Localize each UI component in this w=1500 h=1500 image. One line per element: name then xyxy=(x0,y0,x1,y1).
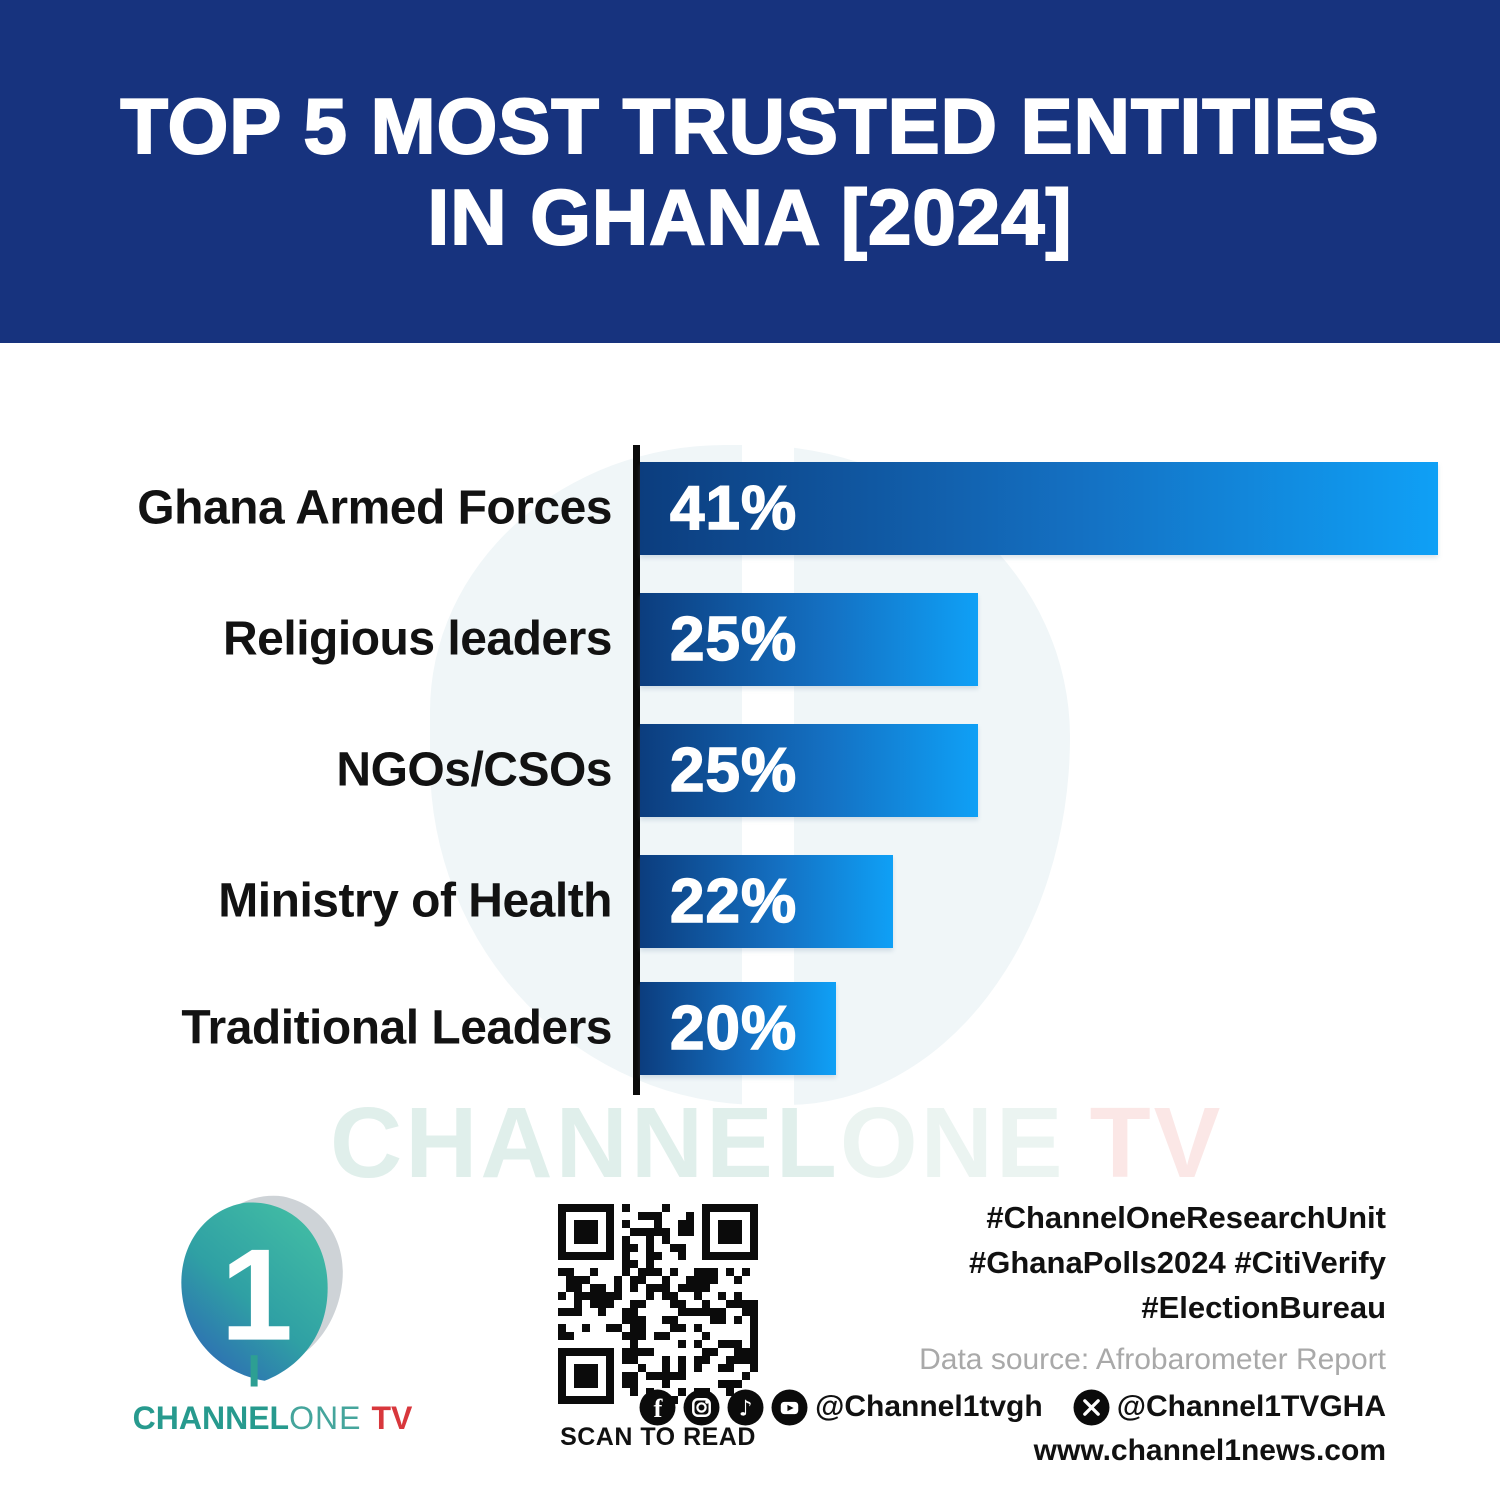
watermark-one: ONE xyxy=(839,1087,1066,1199)
channel-watermark-text: CHANNELONE TV xyxy=(330,1086,1223,1201)
page-title: TOP 5 MOST TRUSTED ENTITIES IN GHANA [20… xyxy=(119,81,1380,262)
footer-right-block: #ChannelOneResearchUnit #GhanaPolls2024 … xyxy=(639,1196,1386,1468)
bar: 25% xyxy=(640,724,978,817)
bar: 20% xyxy=(640,982,836,1075)
bar-value-label: 22% xyxy=(669,866,798,937)
bar-value-label: 25% xyxy=(669,604,798,675)
social-row: f ♪ @Channel1tvgh @C xyxy=(639,1389,1386,1426)
category-label: Religious leaders xyxy=(223,612,612,666)
svg-text:♪: ♪ xyxy=(739,1397,753,1422)
bar: 25% xyxy=(640,593,978,686)
website-url: www.channel1news.com xyxy=(1033,1433,1386,1467)
tiktok-icon: ♪ xyxy=(727,1389,764,1426)
data-source-note: Data source: Afrobarometer Report xyxy=(919,1342,1386,1376)
title-line-1: TOP 5 MOST TRUSTED ENTITIES xyxy=(119,81,1380,171)
bar-value-label: 25% xyxy=(669,735,798,806)
logo-word-tv: TV xyxy=(371,1400,413,1436)
channel-one-logo-wordmark: CHANNELONE TV xyxy=(105,1400,440,1437)
logo-word-one: ONE xyxy=(289,1400,362,1436)
social-handle-primary: @Channel1tvgh xyxy=(815,1390,1043,1424)
hashtag-line-2: #GhanaPolls2024 #CitiVerify xyxy=(969,1244,1386,1280)
logo-word-channel: CHANNEL xyxy=(132,1400,290,1436)
chart-axis-line xyxy=(633,445,640,1095)
watermark-channel: CHANNEL xyxy=(330,1087,840,1199)
youtube-icon xyxy=(771,1389,808,1426)
title-banner: TOP 5 MOST TRUSTED ENTITIES IN GHANA [20… xyxy=(0,0,1500,343)
bar-value-label: 20% xyxy=(669,993,798,1064)
hashtag-line-1: #ChannelOneResearchUnit xyxy=(986,1200,1386,1235)
logo-numeral-1: 1 xyxy=(220,1222,293,1368)
title-line-2: IN GHANA [2024] xyxy=(427,172,1073,262)
category-label: Ghana Armed Forces xyxy=(137,481,612,535)
bar-value-label: 41% xyxy=(669,473,798,544)
bar: 41% xyxy=(640,462,1438,555)
x-icon xyxy=(1073,1389,1110,1426)
bar: 22% xyxy=(640,855,893,948)
instagram-icon xyxy=(683,1389,720,1426)
qr-caption: SCAN TO READ xyxy=(560,1423,756,1451)
social-handle-x: @Channel1TVGHA xyxy=(1116,1390,1386,1424)
facebook-icon: f xyxy=(639,1389,676,1426)
qr-block: SCAN TO READ xyxy=(558,1204,758,1452)
watermark-tv: TV xyxy=(1089,1087,1224,1199)
category-label: Ministry of Health xyxy=(218,874,612,928)
category-label: NGOs/CSOs xyxy=(336,743,612,797)
hashtag-line-3: #ElectionBureau xyxy=(1141,1289,1386,1325)
svg-text:f: f xyxy=(654,1393,664,1423)
category-label: Traditional Leaders xyxy=(181,1001,612,1055)
qr-code xyxy=(558,1204,758,1404)
channel-one-logo-icon: 1 xyxy=(145,1190,365,1395)
